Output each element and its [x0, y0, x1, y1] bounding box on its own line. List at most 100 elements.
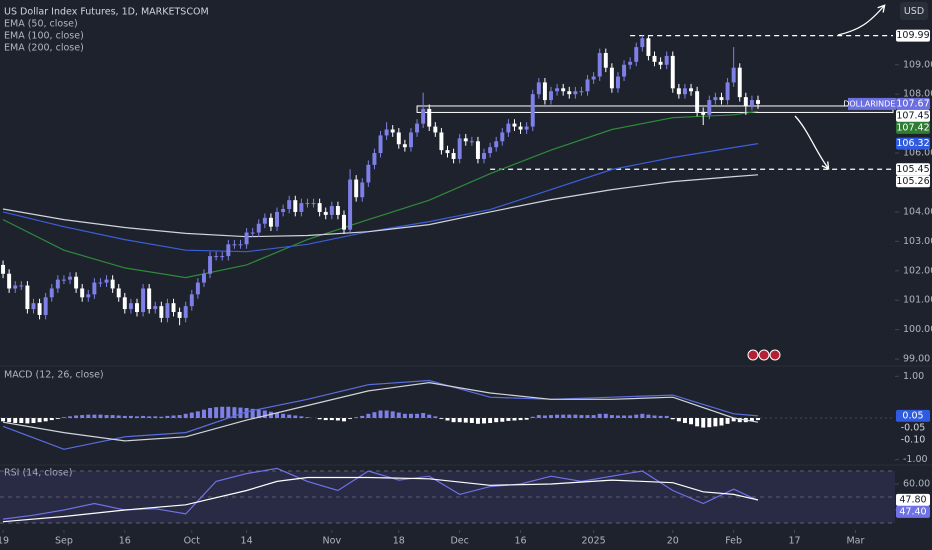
chart-title: US Dollar Index Futures, 1D, MARKETSCOM — [4, 7, 209, 18]
histogram-bar — [518, 418, 523, 421]
candle-body — [98, 282, 103, 284]
histogram-bar — [451, 418, 456, 423]
histogram-bar — [122, 415, 127, 418]
indicator-line — [2, 476, 759, 523]
candle-body — [427, 108, 432, 127]
candle-body — [226, 244, 231, 257]
histogram-bar — [360, 415, 365, 418]
currency-button[interactable] — [900, 2, 928, 20]
candle-body — [232, 244, 237, 246]
axis-badge — [896, 137, 930, 150]
histogram-bar — [707, 418, 712, 428]
histogram-bar — [250, 408, 255, 418]
candle-body — [281, 208, 286, 212]
candle-body — [658, 61, 663, 65]
y-tick-label: 109.00 — [903, 59, 932, 70]
symbol-tag-label: DOLLARINDEX — [843, 99, 901, 108]
histogram-bar — [275, 413, 280, 418]
histogram-bar — [384, 410, 389, 418]
histogram-bar — [555, 414, 560, 418]
candle-body — [214, 256, 219, 258]
candle-body — [609, 67, 614, 89]
candle-body — [488, 147, 493, 154]
x-tick-label: 16 — [515, 536, 527, 547]
histogram-bar — [658, 415, 663, 418]
candle-body — [737, 67, 742, 98]
candle-body — [360, 182, 365, 198]
histogram-bar — [342, 418, 346, 422]
histogram-bar — [208, 408, 213, 418]
histogram-bar — [299, 416, 304, 418]
y-tick-label: 1.00 — [903, 371, 924, 382]
candle-body — [378, 135, 383, 154]
histogram-bar — [749, 418, 754, 422]
y-tick-label: 60.00 — [903, 479, 930, 490]
axis-badge — [896, 421, 930, 434]
candle-body — [110, 279, 115, 289]
candle-body — [183, 306, 188, 318]
histogram-bar — [622, 415, 627, 418]
histogram-bar — [567, 414, 572, 418]
x-tick-label: 2025 — [582, 536, 606, 547]
candle-body — [676, 88, 681, 95]
candle-body — [756, 100, 760, 104]
histogram-bar — [354, 417, 359, 418]
candle-body — [19, 285, 24, 287]
candle-body — [524, 126, 529, 130]
candle-body — [475, 141, 480, 159]
candle-body — [725, 82, 730, 101]
histogram-bar — [402, 413, 407, 418]
x-tick-label: Mar — [846, 536, 864, 547]
histogram-bar — [55, 418, 60, 419]
histogram-bar — [74, 415, 79, 418]
candle-body — [329, 206, 334, 215]
histogram-bar — [670, 418, 675, 420]
candle-body — [275, 211, 280, 227]
candle-body — [293, 200, 298, 212]
histogram-bar — [68, 416, 72, 418]
histogram-bar — [147, 416, 152, 418]
rsi-title: RSI (14, close) — [4, 468, 72, 479]
candle-body — [713, 97, 718, 101]
histogram-bar — [287, 414, 292, 418]
symbol-tag — [848, 97, 896, 110]
candle-body — [208, 256, 213, 274]
candle-body — [74, 276, 79, 289]
axis-badge — [896, 175, 930, 188]
candle-body — [749, 100, 754, 106]
histogram-bar — [7, 418, 12, 423]
histogram-bar — [549, 415, 553, 418]
histogram-bar — [378, 410, 383, 418]
candle-body — [141, 288, 146, 313]
flag-icon — [769, 349, 781, 361]
candle-body — [250, 232, 255, 234]
histogram-bar — [98, 414, 103, 418]
candle-body — [195, 282, 200, 295]
candle-body — [482, 153, 487, 159]
candle-body — [555, 88, 560, 92]
x-tick-label: Sep — [55, 536, 73, 547]
histogram-bar — [646, 414, 651, 418]
axis-badge — [896, 493, 930, 506]
candle-body — [92, 282, 97, 295]
axis-badge-label: 105.26 — [896, 176, 929, 187]
histogram-bar — [597, 413, 602, 418]
indicator-line — [2, 174, 759, 238]
candle-body — [561, 88, 566, 92]
candle-body — [402, 144, 407, 148]
x-tick-label: 16 — [119, 536, 131, 547]
histogram-bar — [512, 418, 517, 421]
histogram-bar — [141, 415, 146, 418]
flag-icon — [747, 349, 759, 361]
candle-body — [268, 217, 273, 227]
histogram-bar — [201, 409, 206, 418]
axis-badge-label: 107.42 — [896, 122, 929, 133]
candle-body — [433, 126, 438, 133]
currency-label[interactable]: USD — [904, 6, 924, 17]
legend-entry: EMA (200, close) — [4, 43, 84, 54]
histogram-bar — [348, 418, 353, 419]
y-tick-label: 100.00 — [903, 324, 932, 335]
x-tick-label: Dec — [450, 536, 468, 547]
candle-body — [61, 279, 66, 281]
